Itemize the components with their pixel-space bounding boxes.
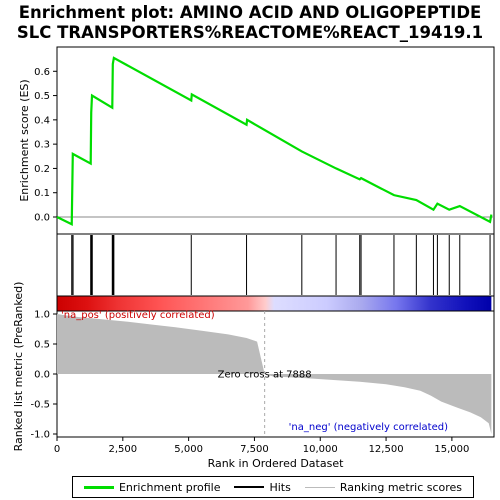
chart-title-line1: Enrichment plot: AMINO ACID AND OLIGOPEP… bbox=[18, 3, 482, 22]
metric-xtick-label: 5,000 bbox=[174, 444, 203, 455]
es-ytick-label: 0.6 bbox=[34, 67, 50, 78]
metric-ylabel: Ranked list metric (PreRanked) bbox=[12, 282, 25, 452]
metric-xlabel: Rank in Ordered Dataset bbox=[208, 457, 345, 470]
metric-xtick-label: 10,000 bbox=[303, 444, 338, 455]
legend-item-enrichment: Enrichment profile bbox=[83, 480, 221, 494]
hits-panel-frame bbox=[56, 233, 495, 297]
negative-correlation-label: 'na_neg' (negatively correlated) bbox=[289, 422, 448, 433]
metric-ytick-label: 0.5 bbox=[34, 340, 50, 351]
es-ylabel: Enrichment score (ES) bbox=[18, 79, 31, 201]
metric-ytick-label: 1.0 bbox=[34, 310, 50, 321]
legend-item-ranking: Ranking metric scores bbox=[304, 480, 463, 494]
es-ytick-label: 0.5 bbox=[34, 91, 50, 102]
metric-xtick-label: 2,500 bbox=[108, 444, 137, 455]
metric-xtick-label: 0 bbox=[54, 444, 60, 455]
zero-cross-label: Zero cross at 7888 bbox=[218, 370, 312, 381]
es-ytick-label: 0.2 bbox=[34, 164, 50, 175]
legend-item-hits: Hits bbox=[234, 480, 291, 494]
legend-swatch-ranking bbox=[304, 486, 335, 488]
metric-ytick-label: -1.0 bbox=[30, 430, 50, 441]
ranking-metric-area bbox=[57, 314, 492, 434]
legend-swatch-hits bbox=[234, 486, 265, 488]
metric-xtick-label: 15,000 bbox=[434, 444, 469, 455]
metric-ytick-label: -0.5 bbox=[30, 400, 50, 411]
es-ytick-label: 0.1 bbox=[34, 188, 50, 199]
legend-label-enrichment: Enrichment profile bbox=[118, 480, 221, 494]
es-ytick-label: 0.3 bbox=[34, 140, 50, 151]
ranking-colorbar bbox=[57, 296, 492, 311]
legend-swatch-enrichment bbox=[83, 485, 114, 489]
es-ytick-label: 0.0 bbox=[34, 213, 50, 224]
chart-legend: Enrichment profile Hits Ranking metric s… bbox=[72, 476, 474, 498]
metric-xtick-label: 7,500 bbox=[240, 444, 269, 455]
metric-ytick-label: 0.0 bbox=[34, 370, 50, 381]
es-ytick-label: 0.4 bbox=[34, 115, 50, 126]
legend-label-hits: Hits bbox=[269, 480, 291, 494]
legend-label-ranking: Ranking metric scores bbox=[339, 480, 463, 494]
chart-title-line2: SLC TRANSPORTERS%REACTOME%REACT_19419.1 bbox=[16, 23, 484, 42]
positive-correlation-label: 'na_pos' (positively correlated) bbox=[61, 310, 215, 321]
metric-xtick-label: 12,500 bbox=[369, 444, 404, 455]
es-profile-line bbox=[56, 56, 493, 227]
